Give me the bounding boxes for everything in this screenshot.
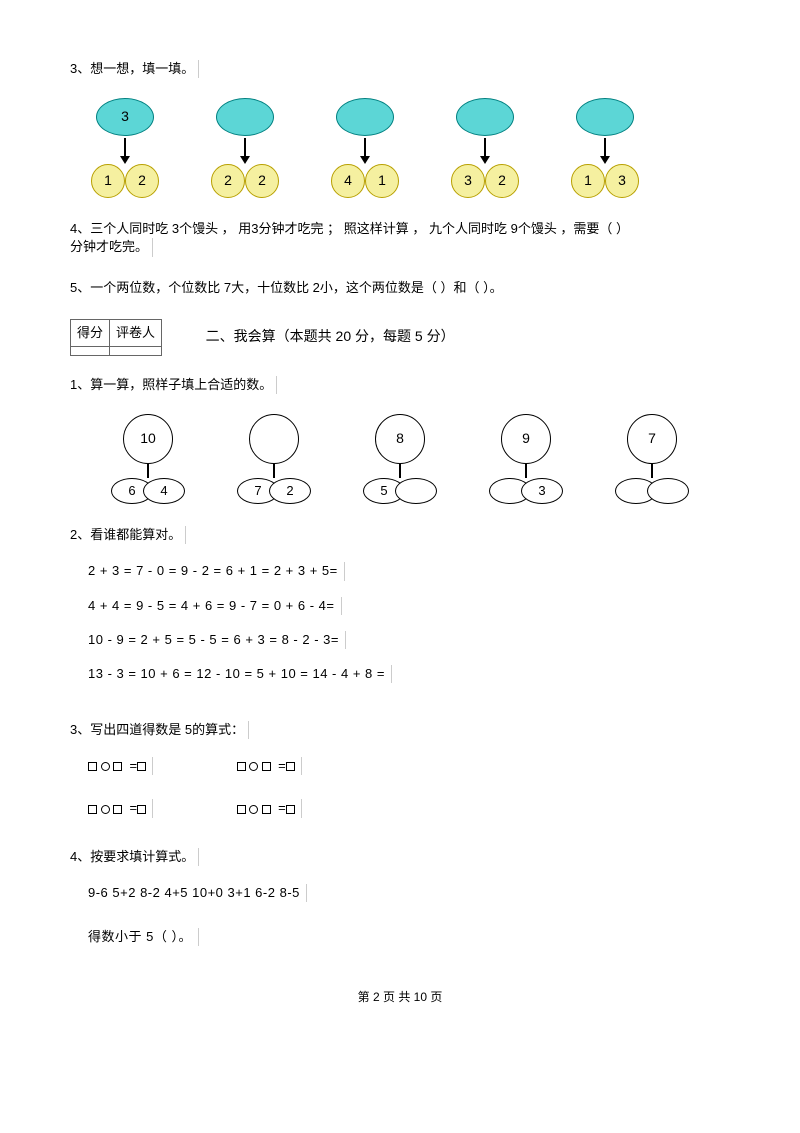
q3-item: 3 1 2 xyxy=(80,98,170,198)
top-circle: 7 xyxy=(627,414,677,464)
top-circle xyxy=(249,414,299,464)
arrow-icon xyxy=(124,138,126,162)
leaf-right: 2 xyxy=(269,478,311,504)
q3-item: 3 2 xyxy=(440,98,530,198)
left-circle: 1 xyxy=(571,164,605,198)
s2-question-4: 4、按要求填计算式。 9-6 5+2 8-2 4+5 10+0 3+1 6-2 … xyxy=(70,848,730,955)
s2q4-title: 4、按要求填计算式。 xyxy=(70,848,199,866)
arrow-icon xyxy=(484,138,486,162)
d2-item: 7 2 xyxy=(226,414,322,504)
stem xyxy=(525,464,527,478)
leaf-pair: 3 xyxy=(489,478,563,504)
arrow-icon xyxy=(364,138,366,162)
s2q3-title: 3、写出四道得数是 5的算式： xyxy=(70,721,249,739)
leaf-right xyxy=(647,478,689,504)
leaf-pair: 5 xyxy=(363,478,437,504)
top-circle: 10 xyxy=(123,414,173,464)
q3-item: 4 1 xyxy=(320,98,410,198)
stem xyxy=(147,464,149,478)
equation-blank: = xyxy=(237,799,302,817)
left-circle: 1 xyxy=(91,164,125,198)
question-4: 4、三个人同时吃 3个馒头 ， 用3分钟才吃完 ； 照这样计算 ， 九个人同时吃… xyxy=(70,220,730,256)
top-oval: 3 xyxy=(96,98,154,136)
s2q4-prompt: 得数小于 5（ ）。 xyxy=(88,928,199,946)
top-oval xyxy=(216,98,274,136)
arith-row: 4 + 4 = 9 - 5 = 4 + 6 = 9 - 7 = 0 + 6 - … xyxy=(88,597,342,615)
d2-item: 7 xyxy=(604,414,700,504)
d2-item: 8 5 xyxy=(352,414,448,504)
leaf-right xyxy=(395,478,437,504)
score-cell xyxy=(71,346,110,355)
stem xyxy=(651,464,653,478)
right-circle: 3 xyxy=(605,164,639,198)
grader-cell xyxy=(110,346,162,355)
section-2-header: 得分 评卷人 二、我会算（本题共 20 分，每题 5 分） xyxy=(70,319,730,356)
leaf-pair: 6 4 xyxy=(111,478,185,504)
arith-row: 2 + 3 = 7 - 0 = 9 - 2 = 6 + 1 = 2 + 3 + … xyxy=(88,562,345,580)
grader-header: 评卷人 xyxy=(110,319,162,346)
right-circle: 2 xyxy=(485,164,519,198)
bottom-pair: 1 2 xyxy=(91,164,159,198)
top-oval xyxy=(456,98,514,136)
q4-line1: 4、三个人同时吃 3个馒头 ， 用3分钟才吃完 ； 照这样计算 ， 九个人同时吃… xyxy=(70,220,730,238)
arith-row: 13 - 3 = 10 + 6 = 12 - 10 = 5 + 10 = 14 … xyxy=(88,665,392,683)
top-oval xyxy=(336,98,394,136)
left-circle: 2 xyxy=(211,164,245,198)
stem xyxy=(273,464,275,478)
right-circle: 2 xyxy=(125,164,159,198)
s2q4-list: 9-6 5+2 8-2 4+5 10+0 3+1 6-2 8-5 xyxy=(88,884,307,902)
score-header: 得分 xyxy=(71,319,110,346)
s2-question-2: 2、看谁都能算对。 2 + 3 = 7 - 0 = 9 - 2 = 6 + 1 … xyxy=(70,526,730,691)
equation-blank: = xyxy=(88,757,153,775)
question-3: 3、想一想，填一填。 3 1 2 2 2 4 1 xyxy=(70,60,730,198)
leaf-right: 4 xyxy=(143,478,185,504)
q4-line2: 分钟才吃完。 xyxy=(70,238,153,256)
s2-question-1: 1、算一算，照样子填上合适的数。 10 6 4 7 2 8 5 xyxy=(70,376,730,504)
arrow-icon xyxy=(244,138,246,162)
bottom-pair: 3 2 xyxy=(451,164,519,198)
stem xyxy=(399,464,401,478)
equation-blank: = xyxy=(237,757,302,775)
s2q1-diagram: 10 6 4 7 2 8 5 9 xyxy=(100,414,710,504)
bottom-pair: 2 2 xyxy=(211,164,279,198)
bottom-pair: 4 1 xyxy=(331,164,399,198)
d2-item: 9 3 xyxy=(478,414,574,504)
top-circle: 9 xyxy=(501,414,551,464)
leaf-right: 3 xyxy=(521,478,563,504)
top-circle: 8 xyxy=(375,414,425,464)
leaf-pair xyxy=(615,478,689,504)
left-circle: 3 xyxy=(451,164,485,198)
equation-blank: = xyxy=(88,799,153,817)
right-circle: 2 xyxy=(245,164,279,198)
score-table: 得分 评卷人 xyxy=(70,319,162,356)
page-footer: 第 2 页 共 10 页 xyxy=(70,989,730,1006)
top-oval xyxy=(576,98,634,136)
d2-item: 10 6 4 xyxy=(100,414,196,504)
question-5: 5、一个两位数，个位数比 7大，十位数比 2小，这个两位数是（ ）和（ ）。 xyxy=(70,279,730,297)
s2-question-3: 3、写出四道得数是 5的算式： = = = = xyxy=(70,721,730,826)
s2q1-title: 1、算一算，照样子填上合适的数。 xyxy=(70,376,277,394)
section-2-title: 二、我会算（本题共 20 分，每题 5 分） xyxy=(206,327,455,347)
leaf-pair: 7 2 xyxy=(237,478,311,504)
right-circle: 1 xyxy=(365,164,399,198)
left-circle: 4 xyxy=(331,164,365,198)
s2q2-title: 2、看谁都能算对。 xyxy=(70,526,186,544)
q5-text: 5、一个两位数，个位数比 7大，十位数比 2小，这个两位数是（ ）和（ ）。 xyxy=(70,280,503,295)
bottom-pair: 1 3 xyxy=(571,164,639,198)
arith-row: 10 - 9 = 2 + 5 = 5 - 5 = 6 + 3 = 8 - 2 -… xyxy=(88,631,346,649)
q3-item: 1 3 xyxy=(560,98,650,198)
q3-title: 3、想一想，填一填。 xyxy=(70,60,199,78)
q3-item: 2 2 xyxy=(200,98,290,198)
arrow-icon xyxy=(604,138,606,162)
q3-diagram: 3 1 2 2 2 4 1 3 xyxy=(80,98,720,198)
